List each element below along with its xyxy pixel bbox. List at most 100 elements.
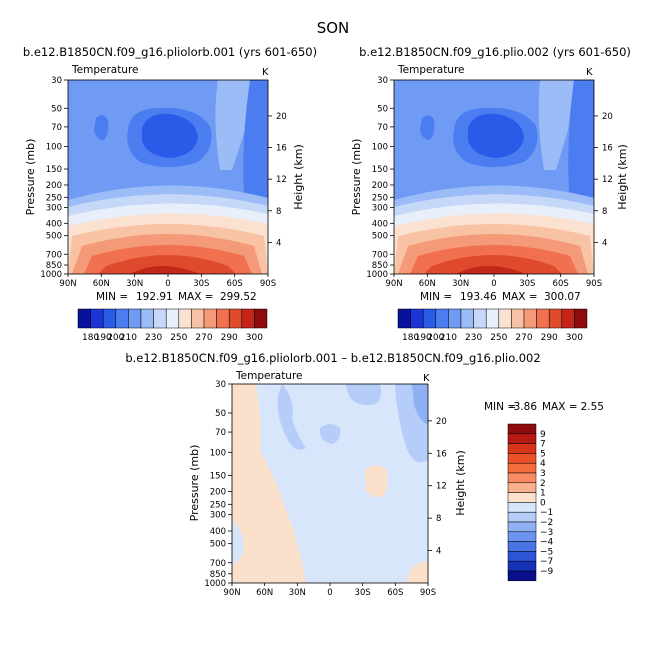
panel-3-y-axis-right: 4 8 12 16 20	[428, 417, 447, 557]
colorbar-label: −2	[540, 518, 553, 528]
panel-3-y-axis-label-right: Height (km)	[454, 450, 467, 516]
y-tick-label: 200	[210, 488, 226, 498]
x-tick-label: 30S	[193, 279, 209, 289]
x-tick-label: 30S	[355, 588, 371, 598]
panel-2-title: b.e12.B1850CN.f09_g16.plio.002 (yrs 601-…	[359, 45, 631, 59]
height-tick-label: 8	[276, 207, 281, 217]
panel-3-max-label: MAX =	[542, 401, 578, 413]
panel-2-max-value: 300.07	[544, 291, 581, 303]
panel-3-x-axis: 90N 60N 30N 0 30S 60S 90S	[223, 583, 436, 598]
colorbar-swatch	[511, 308, 525, 329]
height-tick-label: 16	[276, 144, 287, 154]
y-tick-label: 850	[46, 261, 62, 271]
colorbar-swatch	[507, 462, 537, 474]
panel-3-negative-upper-patch	[277, 384, 306, 450]
panel-2-y-axis-label: Pressure (mb)	[350, 139, 363, 216]
y-tick-label: 50	[51, 104, 62, 114]
colorbar-swatch	[216, 308, 230, 329]
colorbar-swatch	[548, 308, 563, 329]
colorbar-swatch	[410, 308, 424, 329]
x-tick-label: 90N	[223, 588, 240, 598]
colorbar-label: 250	[490, 333, 507, 343]
y-tick-label: 150	[210, 471, 226, 481]
x-tick-label: 30N	[289, 588, 306, 598]
x-tick-label: 90N	[59, 279, 76, 289]
panel-1-title: b.e12.B1850CN.f09_g16.pliolorb.001 (yrs …	[23, 45, 317, 59]
height-tick-label: 16	[602, 144, 613, 154]
colorbar-label: −9	[540, 567, 554, 577]
colorbar-label: 180	[402, 333, 419, 343]
panel-3-positive-bottom-right	[406, 561, 428, 583]
y-tick-label: 50	[215, 409, 226, 419]
colorbar-label: −3	[540, 528, 553, 538]
colorbar-label: 290	[541, 333, 558, 343]
height-tick-label: 4	[602, 238, 607, 248]
colorbar-swatch	[507, 492, 537, 503]
height-tick-label: 4	[436, 547, 441, 557]
colorbar-swatch	[203, 308, 217, 329]
y-tick-label: 70	[215, 428, 226, 438]
colorbar-swatch	[574, 308, 588, 329]
colorbar-swatch	[507, 433, 537, 444]
panel-1-max-label: MAX =	[178, 291, 214, 303]
colorbar-swatch	[77, 308, 91, 329]
y-tick-label: 250	[210, 500, 226, 510]
colorbar-label: 4	[540, 459, 546, 469]
y-tick-label: 1000	[366, 270, 388, 280]
x-tick-label: 60S	[387, 588, 403, 598]
panel-1-units-label: K	[262, 67, 269, 78]
colorbar-swatch	[448, 308, 462, 329]
y-tick-label: 500	[210, 540, 226, 550]
height-tick-label: 12	[436, 482, 447, 492]
colorbar-label: −4	[540, 538, 554, 548]
colorbar-label: 200	[107, 333, 124, 343]
colorbar-swatch	[507, 482, 537, 493]
y-tick-label: 500	[372, 232, 388, 242]
colorbar-swatch	[140, 308, 154, 329]
colorbar-swatch	[498, 308, 512, 329]
panel-2-band-max	[456, 266, 526, 274]
y-tick-label: 150	[372, 165, 388, 175]
colorbar-swatch	[507, 511, 537, 523]
colorbar-swatch	[507, 521, 537, 533]
x-tick-label: 90S	[586, 279, 602, 289]
x-tick-label: 60N	[93, 279, 110, 289]
colorbar-label: −5	[540, 547, 553, 557]
x-tick-label: 60N	[419, 279, 436, 289]
panel-2-variable-label: Temperature	[397, 64, 465, 76]
colorbar-label: 270	[195, 333, 212, 343]
colorbar-swatch	[507, 531, 537, 542]
panel-2-min-label: MIN =	[420, 291, 452, 303]
panel-1-x-axis: 90N 60N 30N 0 30S 60S 90S	[59, 274, 276, 289]
panel-2-x-axis: 90N 60N 30N 0 30S 60S 90S	[385, 274, 602, 289]
colorbar-swatch	[435, 308, 449, 329]
colorbar-label: 9	[540, 430, 546, 440]
colorbar-swatch	[507, 551, 537, 562]
panel-3-units-label: K	[423, 373, 430, 384]
panel-1-tropopause-coldest	[142, 113, 198, 158]
colorbar-swatch	[422, 308, 437, 329]
colorbar-swatch	[397, 308, 411, 329]
x-tick-label: 0	[165, 279, 170, 289]
panel-1: b.e12.B1850CN.f09_g16.pliolorb.001 (yrs …	[23, 45, 317, 343]
panel-2-min-value: 193.46	[460, 291, 497, 303]
colorbar-swatch	[128, 308, 142, 329]
y-tick-label: 300	[210, 511, 226, 521]
x-tick-label: 30S	[519, 279, 535, 289]
panel-3-positive-left-region	[232, 384, 306, 583]
colorbar-label: 190	[95, 333, 112, 343]
colorbar-label: 250	[170, 333, 187, 343]
colorbar-label: 210	[440, 333, 457, 343]
panel-3-variable-label: Temperature	[235, 370, 303, 382]
panel-2-polar-stratosphere-light	[538, 80, 574, 170]
y-tick-label: 70	[51, 123, 62, 133]
panel-1-band-298	[98, 255, 236, 274]
colorbar-label: 270	[515, 333, 532, 343]
height-tick-label: 12	[276, 175, 287, 185]
colorbar-swatch	[191, 308, 205, 329]
height-tick-label: 20	[276, 112, 287, 122]
colorbar-swatch	[102, 308, 117, 329]
colorbar-swatch	[507, 541, 537, 552]
